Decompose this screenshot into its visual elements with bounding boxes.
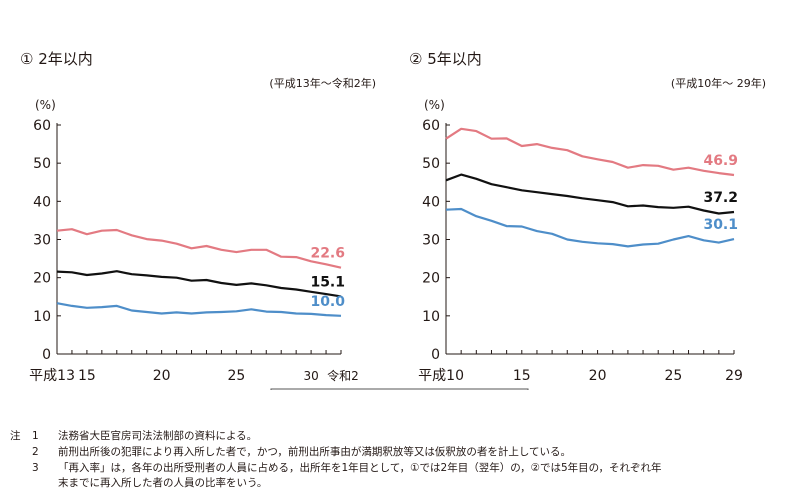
x-tick-label: 29: [725, 368, 743, 384]
series-line-karishaku: [445, 207, 735, 248]
y-tick-label: 60: [422, 118, 440, 134]
x-tick-label: 20: [153, 368, 171, 384]
x-tick-label: 令和2: [327, 368, 359, 383]
y-tick-label: 10: [33, 309, 51, 325]
y-axis-unit: (%): [424, 98, 445, 112]
chart-area: ① 2年以内 (平成13年～令和2年) (%) 0 10 20 30 40 50 60 平成13 15…: [20, 50, 766, 416]
series-line-total: [445, 173, 735, 215]
note-continuation: 末までに再入所した者の人員の比率をいう。: [58, 477, 268, 489]
notes: 注 1 法務省大臣官房司法法制部の資料による。 2 前刑出所後の犯罪により再入所…: [10, 428, 782, 491]
x-tick-label: 25: [664, 368, 682, 384]
end-label-karishaku: 30.1: [703, 217, 738, 233]
y-tick-label: 10: [422, 309, 440, 325]
series-line-karishaku: [56, 302, 342, 317]
x-tick-label: 30: [303, 369, 318, 383]
note-number: 1: [32, 430, 39, 442]
end-label-total: 37.2: [703, 190, 738, 206]
note-prefix: 注: [10, 430, 21, 442]
y-tick-label: 50: [422, 156, 440, 172]
y-tick-label: 30: [422, 233, 440, 249]
x-tick-label: 平成13: [29, 368, 75, 384]
x-tick-label: 25: [227, 368, 245, 384]
note-number: 2: [32, 446, 39, 458]
panel-subtitle: (平成13年～令和2年): [269, 76, 376, 90]
end-label-karishaku: 10.0: [310, 294, 345, 310]
y-tick-label: 20: [33, 271, 51, 287]
series-line-total: [56, 270, 342, 298]
panel-subtitle: (平成10年～ 29年): [671, 76, 766, 90]
x-tick-label: 20: [589, 368, 607, 384]
y-tick-label: 0: [42, 347, 51, 363]
end-label-total: 15.1: [310, 274, 345, 290]
y-tick-label: 20: [422, 271, 440, 287]
panel-title: ② 5年以内: [409, 50, 482, 68]
note-number: 3: [32, 462, 39, 474]
panel-title: ① 2年以内: [20, 50, 93, 68]
end-label-manki: 46.9: [703, 153, 738, 169]
x-tick-label: 15: [513, 368, 531, 384]
y-axis-unit: (%): [35, 98, 56, 112]
series-line-manki: [445, 127, 735, 177]
y-tick-label: 0: [431, 347, 440, 363]
y-tick-label: 30: [33, 233, 51, 249]
y-tick-label: 50: [33, 156, 51, 172]
note-row-2: 2 前刑出所後の犯罪により再入所した者で，かつ，前刑出所事由が満期釈放等又は仮釈…: [10, 444, 782, 460]
y-tick-label: 60: [33, 118, 51, 134]
note-row-1: 注 1 法務省大臣官房司法法制部の資料による。: [10, 428, 782, 444]
note-row-3: 3 「再入率」は，各年の出所受刑者の人員に占める，出所年を1年目として，①では2…: [10, 460, 782, 476]
note-text: 「再入率」は，各年の出所受刑者の人員に占める，出所年を1年目として，①では2年目…: [58, 462, 662, 474]
y-tick-label: 40: [33, 194, 51, 210]
y-tick-label: 40: [422, 194, 440, 210]
x-tick-label: 15: [78, 368, 96, 384]
end-label-manki: 22.6: [310, 246, 345, 262]
note-text: 法務省大臣官房司法法制部の資料による。: [58, 430, 258, 442]
series-line-manki: [56, 228, 342, 269]
x-tick-label: 平成10: [418, 368, 464, 384]
note-text: 前刑出所後の犯罪により再入所した者で，かつ，前刑出所事由が満期釈放等又は仮釈放の…: [58, 446, 572, 458]
legend-box: [270, 388, 529, 416]
